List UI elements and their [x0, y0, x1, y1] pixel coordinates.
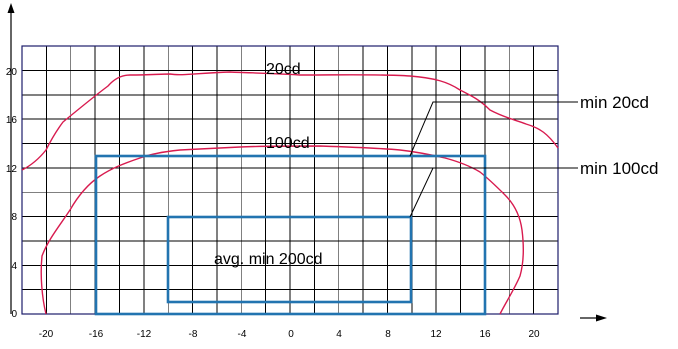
- label-100cd: 100cd: [266, 135, 310, 152]
- x-tick-labels: -20 -16 -12 -8 -4 0 4 8 12 16 20: [39, 329, 540, 340]
- label-20cd: 20cd: [266, 61, 301, 78]
- callout-min-20cd: min 20cd: [580, 93, 649, 112]
- x-tick-label: 12: [430, 329, 442, 340]
- x-tick-label: 0: [288, 329, 294, 340]
- y-tick-label: 12: [6, 164, 18, 175]
- box-200cd-region: [166, 215, 413, 304]
- y-tick-label: 8: [11, 212, 17, 223]
- box-100cd-region: [94, 154, 487, 316]
- x-tick-label: 4: [336, 329, 342, 340]
- label-avg-min-200cd: avg. min 200cd: [214, 251, 323, 268]
- x-tick-label: -20: [39, 329, 54, 340]
- x-axis: [580, 314, 607, 322]
- x-tick-label: -4: [238, 329, 247, 340]
- callout-line-min-100cd: [409, 167, 578, 218]
- x-axis-arrow-icon: [596, 314, 607, 322]
- contour-20cd: [21, 71, 559, 171]
- callout-line-min-20cd: [409, 101, 578, 157]
- x-tick-label: 16: [479, 329, 491, 340]
- y-tick-label: 0: [11, 309, 17, 320]
- y-tick-labels: 0 4 8 12 16 20: [6, 67, 18, 320]
- callout-min-100cd: min 100cd: [580, 159, 658, 178]
- x-tick-label: -12: [137, 329, 152, 340]
- y-tick-label: 20: [6, 67, 18, 78]
- x-tick-label: 8: [385, 329, 391, 340]
- y-axis-arrow-icon: [7, 3, 15, 13]
- y-axis: [7, 3, 15, 314]
- x-tick-label: -8: [189, 329, 198, 340]
- y-tick-label: 16: [6, 115, 18, 126]
- y-tick-label: 4: [11, 261, 17, 272]
- x-tick-label: -16: [89, 329, 104, 340]
- x-tick-label: 20: [528, 329, 540, 340]
- grid: [22, 46, 558, 314]
- contour-100cd: [40, 145, 525, 315]
